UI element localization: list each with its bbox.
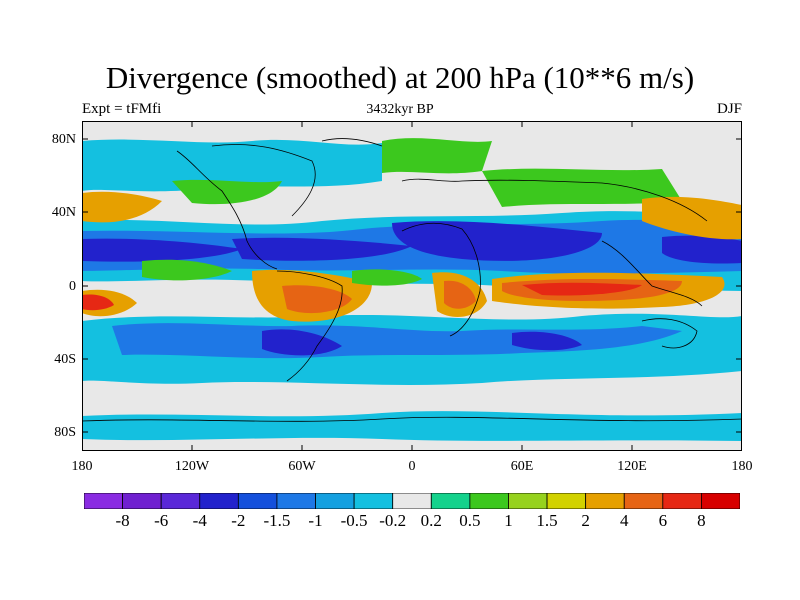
north-green-1 <box>382 138 492 174</box>
colorbar-tick-label: -6 <box>154 511 169 530</box>
lat-label-80s: 80S <box>54 425 76 440</box>
colorbar-swatch <box>508 493 548 509</box>
west-pacific-red <box>82 294 114 311</box>
lat-label-80n: 80N <box>51 132 76 147</box>
lon-label-180w: 180 <box>71 459 93 474</box>
lon-label-0: 0 <box>408 459 416 474</box>
east-pacific-green <box>142 259 232 281</box>
colorbar-tick-label: -8 <box>115 511 130 530</box>
chart-title: Divergence (smoothed) at 200 hPa (10**6 … <box>105 60 695 95</box>
colorbar-swatch <box>546 493 587 509</box>
lat-label-eq: 0 <box>69 279 76 294</box>
colorbar-swatch <box>585 493 625 509</box>
colorbar-swatch <box>199 493 239 509</box>
south-america-red <box>282 285 352 314</box>
colorbar-swatch <box>122 493 162 509</box>
colorbar-swatch <box>392 493 432 509</box>
lon-label-60e: 60E <box>510 459 534 474</box>
experiment-label: Expt = tFMfi <box>82 101 162 117</box>
colorbar-swatch <box>430 493 471 509</box>
colorbar-tick-label: -1.5 <box>263 511 291 530</box>
north-green-2 <box>482 168 682 207</box>
colorbar-swatch <box>623 493 664 509</box>
lon-label-180e: 180 <box>731 459 753 474</box>
atlantic-green <box>352 269 422 286</box>
colorbar-tick-label: 4 <box>619 511 629 530</box>
tick-marks <box>82 121 742 451</box>
colorbar-tick-label: 1 <box>504 511 513 530</box>
antarctic-band <box>82 411 742 441</box>
colorbar-tick-label: -1 <box>308 511 323 530</box>
time-label: 3432kyr BP <box>366 102 434 117</box>
colorbar <box>84 493 740 509</box>
colorbar-swatch <box>237 493 278 509</box>
colorbar-swatch <box>315 493 355 509</box>
south-belt-dark <box>262 329 582 356</box>
colorbar-tick-label: 0.5 <box>459 511 481 530</box>
colorbar-swatch <box>160 493 201 509</box>
north-green-3 <box>172 179 282 205</box>
colorbar-tick-label: 1.5 <box>536 511 558 530</box>
divergence-map <box>82 121 742 451</box>
colorbar-tick-label: -0.2 <box>379 511 407 530</box>
contour-fields <box>82 121 742 451</box>
ntropic-dark <box>82 221 742 264</box>
colorbar-tick-label: 0.2 <box>420 511 442 530</box>
lat-label-40s: 40S <box>54 352 76 367</box>
colorbar-tick-label: -4 <box>192 511 207 530</box>
lon-label-60w: 60W <box>288 459 316 474</box>
indo-pacific-peak <box>522 282 642 296</box>
colorbar-swatch <box>469 493 509 509</box>
colorbar-tick-label: -2 <box>231 511 246 530</box>
colorbar-tick-label: 8 <box>697 511 706 530</box>
colorbar-tick-label: 6 <box>658 511 668 530</box>
coastlines <box>82 138 742 422</box>
colorbar-tick-label: 2 <box>581 511 590 530</box>
lat-label-40n: 40N <box>51 205 76 220</box>
north-cyan <box>82 139 382 192</box>
season-label: DJF <box>716 101 742 117</box>
colorbar-swatch <box>84 493 123 509</box>
lon-label-120w: 120W <box>174 459 210 474</box>
colorbar-swatch <box>662 493 702 509</box>
lon-label-120e: 120E <box>617 459 647 474</box>
colorbar-tick-label: -0.5 <box>340 511 368 530</box>
colorbar-swatch <box>353 493 394 509</box>
colorbar-swatch <box>701 493 740 509</box>
colorbar-swatch <box>276 493 316 509</box>
africa-red <box>444 280 476 309</box>
